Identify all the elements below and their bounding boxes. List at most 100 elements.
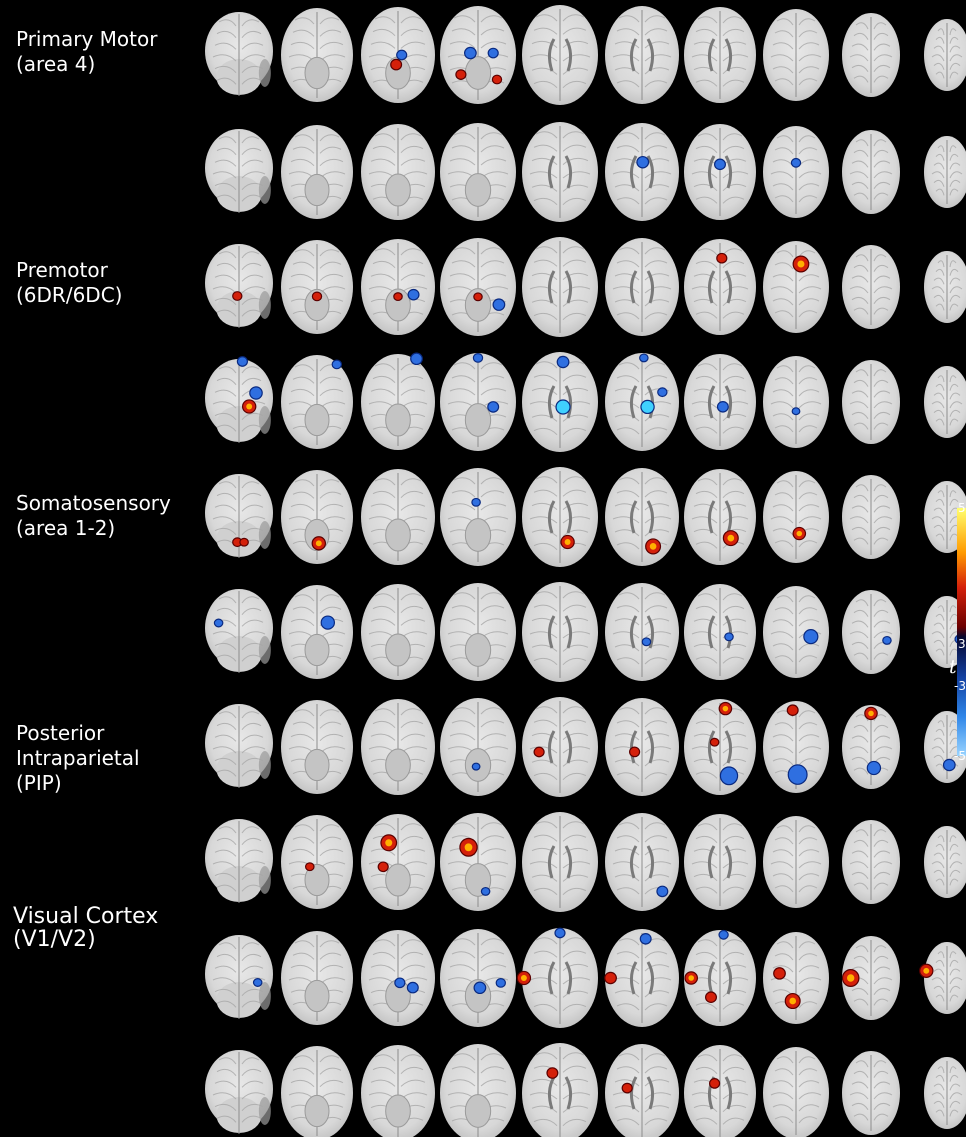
brain-slice	[842, 245, 900, 329]
activation-blob	[866, 760, 882, 776]
brain-slice	[684, 1045, 756, 1137]
brain-slice	[522, 467, 598, 567]
brain-slice	[924, 1057, 966, 1129]
activation-blob	[394, 977, 406, 989]
activation-blob	[410, 352, 423, 366]
activation-blob	[636, 155, 650, 169]
activation-blob-core	[385, 839, 393, 847]
brain-slice	[684, 699, 756, 795]
brain-slice	[205, 129, 273, 213]
brain-slice	[361, 469, 435, 565]
activation-blob	[407, 288, 420, 301]
activation-blob	[716, 252, 728, 264]
activation-blob	[713, 158, 726, 171]
activation-blob-core	[727, 534, 735, 542]
brain-slice	[924, 251, 966, 323]
brain-slice	[361, 354, 435, 450]
brain-slice	[924, 481, 966, 553]
activation-blob	[213, 618, 224, 628]
activation-blob	[724, 632, 734, 642]
activation-blob	[480, 886, 491, 896]
activation-blob	[882, 635, 892, 645]
brain-slice	[605, 6, 679, 104]
brain-slice	[205, 935, 273, 1019]
brain-slice	[361, 814, 435, 910]
activation-blob	[304, 862, 315, 872]
activation-blob-core	[315, 540, 322, 547]
activation-blob	[406, 981, 419, 994]
colorbar-tick-neg-threshold: -3	[954, 679, 966, 693]
brain-slice	[842, 1051, 900, 1135]
brain-slice	[924, 826, 966, 898]
brain-slice	[842, 360, 900, 444]
colorbar-tick-pos-threshold: 3	[958, 637, 966, 651]
brain-slice	[605, 1044, 679, 1137]
activation-blob	[239, 537, 249, 547]
region-label-primary-motor: Primary Motor (area 4)	[16, 27, 158, 76]
activation-blob	[787, 764, 808, 785]
brain-slice	[361, 239, 435, 335]
activation-blob-core	[464, 843, 473, 852]
activation-blob	[487, 47, 499, 59]
brain-slice	[440, 468, 516, 566]
brain-slice	[281, 931, 353, 1025]
brain-slice	[440, 813, 516, 911]
brain-slice	[281, 700, 353, 794]
brain-slice	[281, 125, 353, 219]
region-label-visual-cortex: Visual Cortex (V1/V2)	[13, 904, 159, 952]
brain-slice	[763, 816, 829, 908]
activation-blob-core	[847, 974, 855, 982]
brain-slice	[684, 239, 756, 335]
brain-slice	[205, 244, 273, 328]
activation-blob	[377, 861, 389, 873]
activation-blob	[393, 292, 403, 302]
brain-slice	[924, 19, 966, 91]
brain-slice	[361, 584, 435, 680]
brain-slice	[440, 1044, 516, 1137]
brain-slice	[605, 929, 679, 1027]
activation-blob	[639, 932, 652, 945]
brain-slice	[684, 814, 756, 910]
activation-blob-core	[789, 997, 797, 1005]
activation-blob-core	[688, 975, 694, 981]
activation-blob	[533, 746, 545, 758]
activation-blob-core	[246, 403, 253, 410]
brain-slice	[281, 240, 353, 334]
brain-slice	[924, 366, 966, 438]
brain-slice	[205, 359, 273, 443]
activation-blob	[555, 399, 571, 415]
brain-slice	[205, 704, 273, 788]
activation-blob	[704, 991, 717, 1003]
region-label-posterior-intraparietal: Posterior Intraparietal (PIP)	[16, 721, 140, 795]
activation-blob-core	[923, 967, 930, 974]
activation-blob-core	[520, 975, 527, 981]
brain-slice	[522, 237, 598, 337]
brain-slice	[842, 130, 900, 214]
brain-slice	[281, 815, 353, 909]
brain-slice	[842, 936, 900, 1020]
brain-slice	[924, 136, 966, 208]
activation-blob	[657, 387, 668, 398]
brain-slice	[842, 590, 900, 674]
brain-slice	[684, 124, 756, 220]
brain-slice	[605, 698, 679, 796]
brain-slice	[763, 1047, 829, 1137]
activation-blob-core	[797, 260, 805, 268]
brain-slice	[842, 705, 900, 789]
activation-blob	[708, 1078, 721, 1089]
activation-blob	[473, 981, 487, 995]
brain-slice	[281, 585, 353, 679]
brain-slice	[522, 928, 598, 1028]
brain-slice	[281, 1046, 353, 1137]
brain-slice	[842, 820, 900, 904]
brain-slice	[605, 353, 679, 451]
brain-slice	[361, 1045, 435, 1137]
brain-slice	[281, 8, 353, 102]
region-label-premotor: Premotor (6DR/6DC)	[16, 258, 123, 307]
activation-blob	[491, 74, 503, 85]
activation-blob	[786, 704, 799, 716]
activation-blob	[396, 49, 408, 61]
activation-blob	[790, 157, 802, 168]
activation-blob	[472, 353, 484, 363]
